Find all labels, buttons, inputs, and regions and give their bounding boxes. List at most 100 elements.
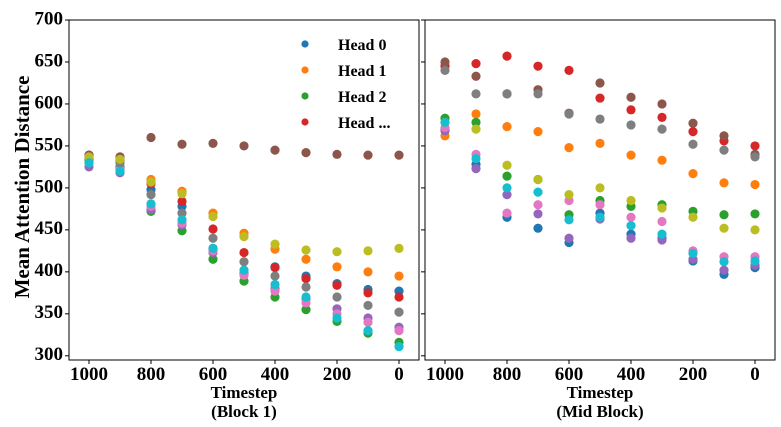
x-tick-label: 0	[750, 364, 760, 385]
x-tick-label: 400	[617, 364, 646, 385]
scatter-point	[750, 209, 760, 219]
chart-panel-mid-block: 1000 800 600 400 200 0 Timestep (Mid Block)	[421, 19, 776, 421]
scatter-point	[301, 305, 311, 315]
scatter-point	[270, 271, 280, 281]
scatter-point	[657, 203, 667, 213]
scatter-point	[688, 248, 698, 258]
scatter-point	[239, 141, 249, 151]
scatter-point	[394, 326, 404, 336]
scatter-point	[332, 280, 342, 290]
scatter-point	[471, 153, 481, 164]
x-ticks-right: 1000 800 600 400 200 0	[426, 360, 760, 385]
plot-frame-left	[68, 19, 420, 361]
scatter-point	[502, 171, 512, 181]
scatter-point	[146, 190, 156, 200]
scatter-point	[595, 138, 605, 149]
scatter-point	[115, 166, 125, 176]
scatter-point	[502, 208, 512, 218]
scatter-point	[394, 271, 404, 281]
scatter-point	[595, 78, 605, 88]
panel-subtitle-left: (Block 1)	[211, 402, 277, 421]
scatter-point	[750, 141, 760, 151]
scatter-point	[719, 131, 729, 141]
y-ticks-left: 300 350 400 450 500 550 600 650 700	[35, 8, 69, 365]
scatter-point	[177, 189, 187, 199]
scatter-point	[595, 183, 605, 193]
scatter-point	[750, 256, 760, 266]
scatter-point	[270, 239, 280, 249]
y-tick-label: 450	[35, 218, 64, 239]
x-tick-label: 1000	[426, 364, 464, 385]
scatter-point	[564, 143, 574, 153]
scatter-point	[363, 150, 373, 160]
scatter-point	[564, 233, 574, 243]
scatter-point	[301, 282, 311, 292]
scatter-point	[301, 254, 311, 264]
scatter-point	[626, 195, 636, 206]
scatter-point	[270, 279, 280, 290]
scatter-point	[750, 152, 760, 162]
scatter-point	[688, 139, 698, 149]
x-tick-label: 1000	[70, 364, 108, 385]
x-ticks-left: 1000 800 600 400 200 0	[70, 360, 404, 385]
scatter-point	[533, 61, 543, 71]
scatter-point	[595, 212, 605, 222]
scatter-point	[502, 183, 512, 193]
scatter-point	[208, 138, 218, 149]
scatter-point	[502, 51, 512, 61]
scatter-point	[533, 223, 543, 233]
x-tick-label: 600	[199, 364, 228, 385]
scatter-point	[270, 263, 280, 273]
x-tick-label: 0	[394, 364, 404, 385]
scatter-point	[440, 57, 450, 67]
legend-label-head-more: Head ...	[338, 115, 390, 132]
scatter-point	[394, 292, 404, 302]
scatter-point	[719, 210, 729, 220]
scatter-point	[239, 257, 249, 267]
scatter-point	[239, 265, 249, 275]
legend: Head 0 Head 1 Head 2 Head ...	[301, 37, 390, 132]
scatter-point	[146, 177, 156, 187]
scatter-point	[595, 114, 605, 124]
scatter-point	[208, 243, 218, 253]
scatter-point	[719, 257, 729, 267]
scatter-point	[688, 127, 698, 137]
scatter-point	[363, 246, 373, 256]
scatter-point	[533, 187, 543, 197]
y-tick-label: 400	[35, 260, 64, 281]
scatter-point	[363, 267, 373, 277]
scatter-point	[471, 117, 481, 128]
scatter-point	[363, 326, 373, 336]
y-tick-label: 700	[35, 8, 64, 29]
scatter-point	[394, 341, 404, 352]
scatter-point	[208, 224, 218, 234]
y-tick-label: 500	[35, 176, 64, 197]
scatter-point	[332, 247, 342, 257]
scatter-point	[719, 265, 729, 275]
x-tick-label: 200	[323, 364, 352, 385]
scatter-point	[595, 200, 605, 210]
scatter-point	[626, 120, 636, 130]
scatter-point	[301, 245, 311, 255]
scatter-point	[471, 59, 481, 69]
scatter-point	[564, 109, 574, 119]
scatter-point	[657, 155, 667, 165]
scatter-point	[146, 199, 156, 209]
scatter-point	[750, 225, 760, 235]
scatter-point	[208, 211, 218, 222]
scatter-point	[239, 231, 249, 242]
scatter-point	[363, 300, 373, 311]
scatter-point	[657, 99, 667, 109]
scatter-point	[533, 200, 543, 210]
scatter-point	[657, 216, 667, 227]
panel-subtitle-right: (Mid Block)	[556, 402, 643, 421]
scatter-point	[719, 223, 729, 233]
scatter-point	[84, 158, 94, 168]
scatter-point	[626, 212, 636, 222]
scatter-point	[332, 292, 342, 302]
scatter-point	[502, 89, 512, 99]
scatter-point	[533, 209, 543, 219]
x-axis-label-left: Timestep	[211, 383, 278, 402]
legend-label-head-1: Head 1	[338, 63, 386, 80]
